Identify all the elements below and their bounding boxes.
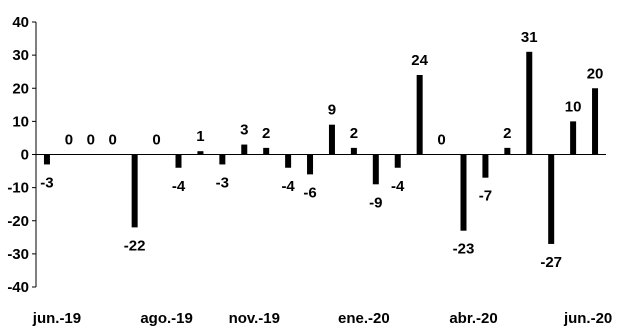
data-label: 20 [587, 65, 604, 82]
data-label: 2 [262, 125, 270, 142]
data-label: -27 [540, 254, 562, 271]
data-label: 31 [521, 29, 538, 46]
x-axis: jun.-19 ago.-19 nov.-19 ene.-20 abr.-20 jun.-… [32, 310, 612, 327]
bar [263, 147, 270, 155]
data-label: 2 [503, 125, 511, 142]
bar [219, 154, 226, 165]
bar [350, 147, 357, 155]
x-tick-label: jun.-20 [563, 310, 612, 327]
bar [43, 154, 50, 165]
bar [175, 154, 182, 168]
bar [592, 88, 599, 155]
y-tick-label: -30 [7, 246, 29, 263]
data-label: -23 [453, 241, 475, 258]
data-label: 3 [240, 122, 248, 139]
bar [482, 154, 489, 178]
bars [43, 51, 599, 244]
bar [328, 124, 335, 155]
bar [241, 144, 248, 155]
data-label: 0 [87, 132, 95, 149]
y-tick-label: 20 [12, 80, 29, 97]
bar [460, 154, 467, 231]
y-tick-label: 30 [12, 47, 29, 64]
y-tick-label: 0 [21, 147, 29, 164]
bar [416, 75, 423, 155]
data-labels: -30 0 0-220-41-33 2-4 -692-9-4240-23-7231-27… [40, 29, 603, 271]
data-label: -4 [172, 178, 186, 195]
bar [526, 51, 533, 155]
bar [307, 154, 314, 175]
data-label: 0 [109, 132, 117, 149]
bar [285, 154, 292, 168]
data-label: 10 [565, 98, 582, 115]
data-label: 9 [328, 102, 336, 119]
y-tick-label: -40 [7, 279, 29, 296]
data-label: 0 [152, 132, 160, 149]
x-tick-label: abr.-20 [449, 310, 497, 327]
data-label: 2 [350, 125, 358, 142]
y-tick-label: 40 [12, 14, 29, 31]
bar [197, 151, 204, 155]
data-label: 1 [196, 128, 204, 145]
y-tick-label: -20 [7, 213, 29, 230]
data-label: -3 [40, 174, 53, 191]
bar [504, 147, 511, 155]
data-label: -6 [303, 184, 316, 201]
data-label: -9 [369, 194, 382, 211]
data-label: -4 [391, 178, 405, 195]
bar [372, 154, 379, 185]
y-axis: 40 30 20 10 0 -10 -20 -30 -40 [7, 14, 36, 296]
data-label: 0 [437, 132, 445, 149]
x-tick-label: jun.-19 [32, 310, 81, 327]
bar [394, 154, 401, 168]
y-tick-label: -10 [7, 180, 29, 197]
x-tick-label: ene.-20 [338, 310, 390, 327]
data-label: -7 [479, 188, 492, 205]
data-label: 0 [65, 132, 73, 149]
data-label: -22 [124, 237, 146, 254]
bar [548, 154, 555, 244]
data-label: -4 [281, 178, 295, 195]
y-tick-label: 10 [12, 113, 29, 130]
bar [131, 154, 138, 228]
x-tick-label: ago.-19 [140, 310, 193, 327]
bar [570, 121, 577, 155]
data-label: -3 [216, 174, 229, 191]
x-tick-label: nov.-19 [229, 310, 280, 327]
data-label: 24 [411, 52, 428, 69]
